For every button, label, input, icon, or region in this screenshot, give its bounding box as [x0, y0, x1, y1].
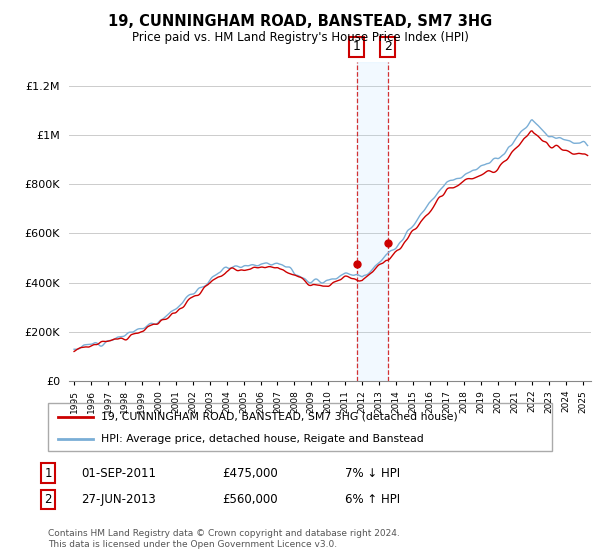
- Text: 27-JUN-2013: 27-JUN-2013: [81, 493, 156, 506]
- Text: 01-SEP-2011: 01-SEP-2011: [81, 466, 156, 480]
- Bar: [356, 62, 388, 381]
- Text: 7% ↓ HPI: 7% ↓ HPI: [345, 466, 400, 480]
- Text: 19, CUNNINGHAM ROAD, BANSTEAD, SM7 3HG: 19, CUNNINGHAM ROAD, BANSTEAD, SM7 3HG: [108, 14, 492, 29]
- Text: £560,000: £560,000: [222, 493, 278, 506]
- Text: 1: 1: [353, 40, 361, 53]
- Text: 2: 2: [383, 40, 392, 53]
- Text: Price paid vs. HM Land Registry's House Price Index (HPI): Price paid vs. HM Land Registry's House …: [131, 31, 469, 44]
- Text: 1: 1: [44, 466, 52, 480]
- Text: £475,000: £475,000: [222, 466, 278, 480]
- Text: 19, CUNNINGHAM ROAD, BANSTEAD, SM7 3HG (detached house): 19, CUNNINGHAM ROAD, BANSTEAD, SM7 3HG (…: [101, 412, 458, 422]
- Text: 6% ↑ HPI: 6% ↑ HPI: [345, 493, 400, 506]
- Text: 2: 2: [44, 493, 52, 506]
- Text: Contains HM Land Registry data © Crown copyright and database right 2024.
This d: Contains HM Land Registry data © Crown c…: [48, 529, 400, 549]
- Text: HPI: Average price, detached house, Reigate and Banstead: HPI: Average price, detached house, Reig…: [101, 434, 424, 444]
